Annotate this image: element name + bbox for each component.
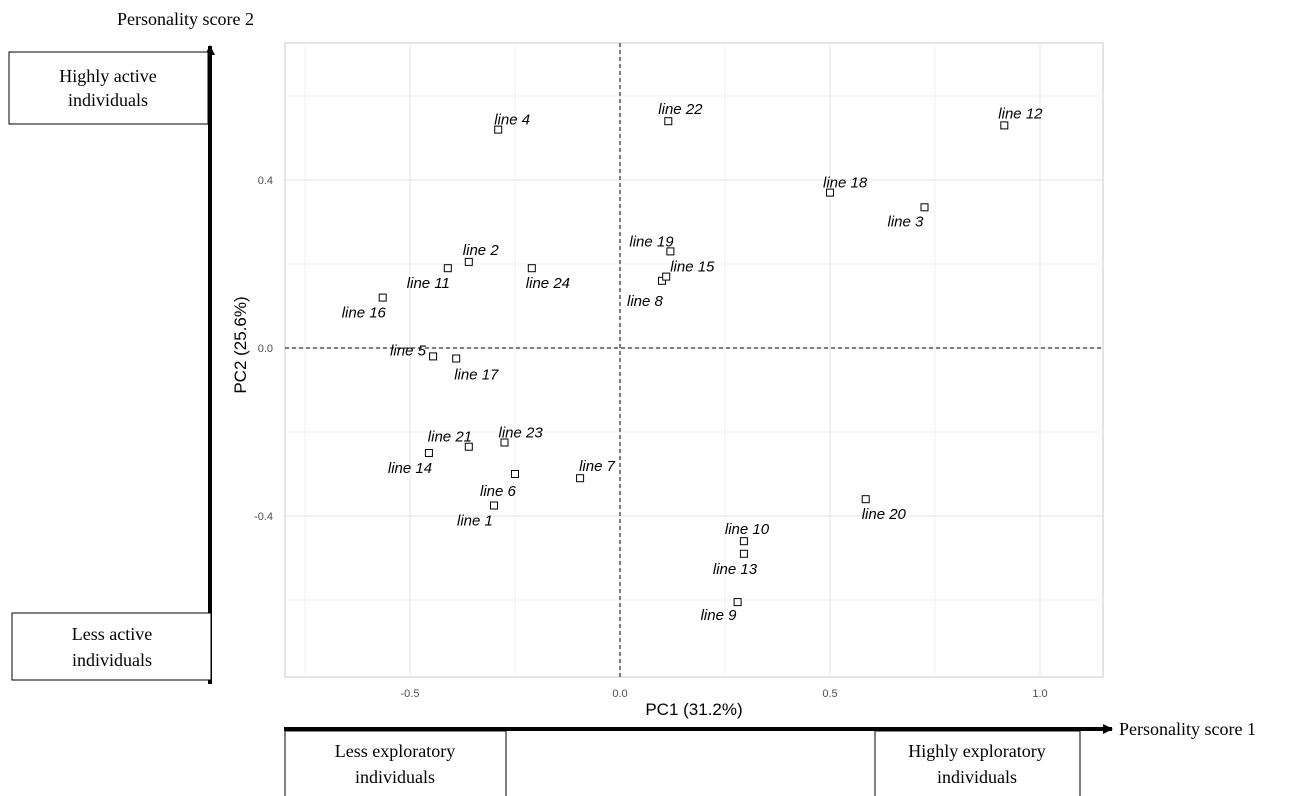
point-label: line 12 — [998, 105, 1043, 122]
point-marker — [739, 537, 748, 546]
point-label: line 24 — [526, 275, 570, 292]
point-label: line 18 — [823, 175, 868, 192]
highly-active-line-2: individuals — [68, 90, 148, 110]
highly-exploratory-line-1: Highly exploratory — [908, 741, 1045, 761]
x-tick-labels: -0.5 0.0 0.5 1.0 — [401, 688, 1048, 700]
point-label: line 4 — [494, 112, 530, 129]
point-marker — [424, 449, 433, 457]
point-label: line 6 — [480, 483, 517, 500]
point-marker — [464, 442, 473, 451]
point-marker — [733, 598, 742, 607]
point-label: line 13 — [713, 561, 758, 578]
point-labels: line 1 line 2 line 3 line 4 line 5 line 6 line… — [342, 101, 1043, 624]
point-marker — [662, 272, 671, 281]
less-active-line-2: individuals — [72, 650, 152, 670]
less-active-line-1: Less active — [72, 624, 152, 644]
y-tick-label: 0.0 — [258, 343, 273, 355]
vertical-axis-title: Personality score 2 — [117, 9, 254, 29]
point-marker — [664, 117, 673, 126]
less-exploratory-line-2: individuals — [355, 767, 435, 787]
point-label: line 14 — [388, 460, 432, 477]
point-label: line 22 — [658, 101, 703, 118]
point-marker — [490, 501, 498, 510]
point-label: line 20 — [862, 506, 907, 523]
point-label: line 1 — [457, 513, 493, 530]
y-tick-labels: -0.4 0.0 0.4 — [254, 175, 273, 523]
less-exploratory-box — [284, 730, 507, 796]
point-marker — [658, 276, 666, 285]
point-label: line 21 — [428, 429, 472, 446]
point-marker — [826, 188, 834, 197]
point-marker — [1000, 121, 1009, 130]
point-marker — [500, 438, 509, 447]
point-marker — [576, 474, 585, 483]
highly-active-line-1: Highly active — [59, 66, 156, 86]
horizontal-axis-title: Personality score 1 — [1119, 719, 1256, 739]
less-exploratory-line-1: Less exploratory — [335, 741, 455, 761]
point-marker — [452, 354, 461, 363]
x-tick-label: 0.5 — [822, 688, 837, 700]
point-marker — [443, 264, 452, 273]
point-marker — [378, 293, 387, 302]
y-tick-label: 0.4 — [258, 175, 273, 187]
point-label: line 23 — [499, 425, 544, 442]
point-label: line 5 — [390, 342, 427, 359]
point-label: line 17 — [454, 367, 499, 384]
y-tick-label: -0.4 — [254, 511, 273, 523]
point-marker — [494, 125, 503, 134]
point-marker — [464, 257, 473, 266]
highly-exploratory-line-2: individuals — [937, 767, 1017, 787]
less-active-box — [11, 612, 212, 681]
point-label: line 16 — [342, 305, 387, 322]
y-axis-title: PC2 (25.6%) — [231, 296, 250, 393]
point-label: line 15 — [670, 259, 715, 276]
x-tick-label: 0.0 — [612, 688, 627, 700]
point-marker — [666, 247, 675, 256]
x-tick-label: 1.0 — [1032, 688, 1047, 700]
x-axis-title: PC1 (31.2%) — [645, 700, 742, 719]
plot-border — [284, 42, 1104, 678]
point-label: line 8 — [627, 293, 664, 310]
point-label: line 3 — [888, 213, 925, 230]
point-label: line 10 — [725, 521, 770, 538]
point-marker — [511, 470, 519, 478]
point-label: line 19 — [629, 233, 674, 250]
point-marker — [429, 352, 438, 361]
point-label: line 7 — [579, 458, 616, 475]
x-tick-label: -0.5 — [401, 688, 420, 700]
personality-axis-vertical: Personality score 2 Highly active indivi… — [8, 9, 254, 684]
reference-lines — [285, 43, 1103, 677]
highly-exploratory-box — [874, 730, 1081, 796]
point-marker — [739, 549, 748, 558]
point-marker — [861, 495, 870, 504]
data-points — [378, 117, 1009, 607]
personality-axis-horizontal: Personality score 1 Less exploratory ind… — [284, 719, 1256, 796]
point-label: line 11 — [407, 275, 450, 292]
point-marker — [527, 264, 536, 273]
point-label: line 2 — [463, 242, 500, 259]
point-label: line 9 — [701, 607, 738, 624]
point-marker — [920, 203, 929, 212]
highly-active-box — [8, 51, 209, 125]
